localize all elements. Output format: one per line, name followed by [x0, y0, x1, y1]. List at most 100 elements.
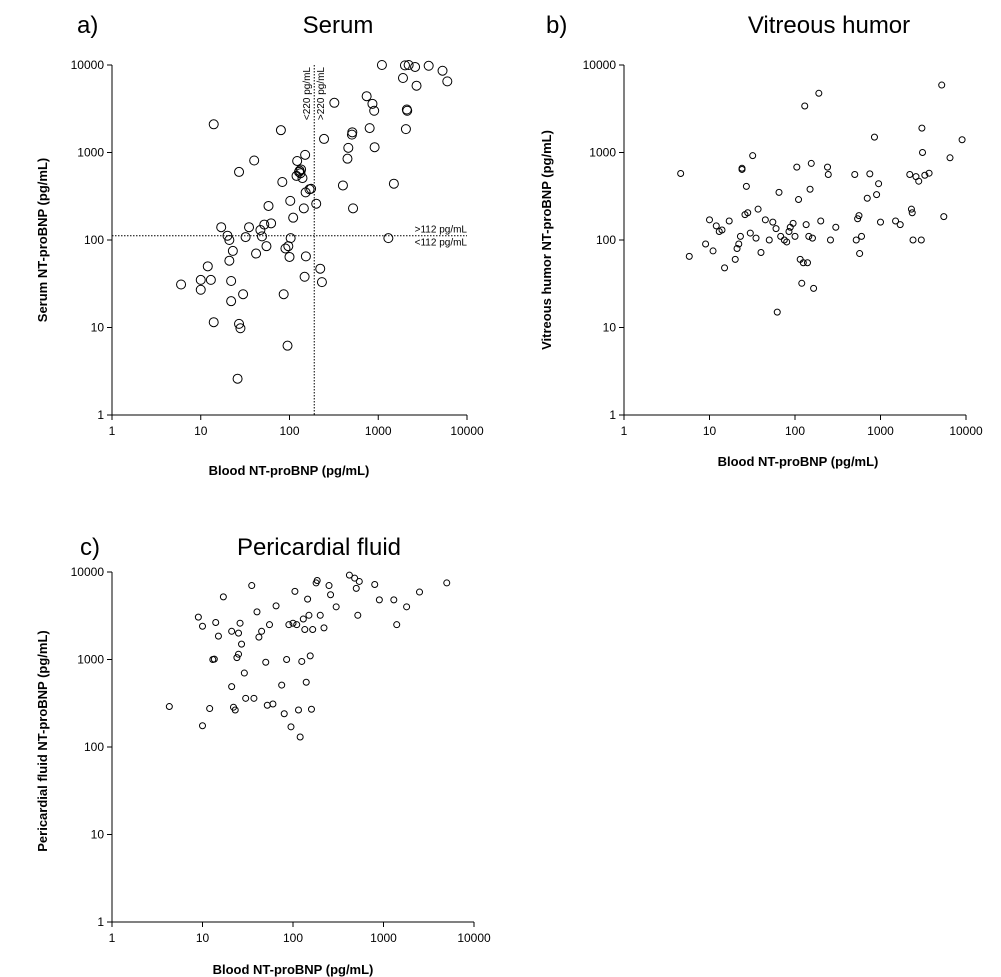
vitreous-data-point	[808, 234, 816, 242]
pericardial-data-point	[272, 602, 280, 610]
vitreous-data-point	[802, 221, 810, 229]
serum-x-axis-label: Blood NT-proBNP (pg/mL)	[209, 463, 370, 478]
pericardial-data-point	[298, 657, 306, 665]
serum-x-tick-label: 10	[194, 424, 208, 438]
vitreous-data-point	[702, 240, 710, 248]
pericardial-data-point	[371, 580, 379, 588]
pericardial-data-point	[212, 618, 220, 626]
pericardial-data-point	[263, 701, 271, 709]
serum-data-point	[369, 105, 380, 116]
serum-data-point	[288, 212, 299, 223]
serum-data-point	[278, 289, 289, 300]
vitreous-data-point	[785, 228, 793, 236]
pericardial-data-point	[199, 622, 206, 630]
vitreous-data-point	[777, 232, 785, 240]
vitreous-data-point	[783, 238, 791, 246]
pericardial-data-point	[351, 574, 359, 582]
serum-data-point	[208, 317, 219, 328]
vitreous-data-point	[731, 255, 739, 263]
pericardial-data-point	[242, 694, 250, 702]
pericardial-data-point	[262, 658, 270, 666]
vitreous-data-point	[789, 219, 797, 227]
pericardial-data-point	[354, 611, 362, 619]
pericardial-data-point	[250, 694, 258, 702]
serum-data-point	[234, 166, 245, 177]
vitreous-data-point	[795, 196, 803, 204]
vitreous-data-point	[744, 209, 752, 217]
vitreous-data-point	[826, 236, 834, 244]
pericardial-y-tick-label: 10000	[71, 565, 105, 579]
pericardial-data-point	[443, 579, 451, 587]
vitreous-data-point	[798, 279, 806, 287]
serum-y-tick-label: 100	[84, 233, 104, 247]
pericardial-data-point	[233, 654, 241, 662]
pericardial-data-point	[240, 669, 248, 677]
serum-data-point	[319, 133, 330, 144]
pericardial-data-point	[214, 632, 222, 640]
pericardial-y-tick-label: 10	[91, 828, 105, 842]
pericardial-data-point	[289, 619, 297, 627]
vitreous-data-point	[875, 180, 883, 188]
vitreous-data-point	[824, 163, 832, 171]
vitreous-data-point	[873, 191, 881, 199]
pericardial-data-point	[307, 705, 315, 713]
serum-data-point	[227, 245, 238, 256]
serum-data-point	[244, 222, 255, 233]
pericardial-y-axis-label: Pericardial fluid NT-proBNP (pg/mL)	[35, 630, 50, 852]
pericardial-data-point	[236, 619, 244, 627]
pericardial-data-point	[403, 603, 411, 611]
pericardial-points	[165, 571, 451, 741]
serum-data-point	[277, 177, 288, 188]
pericardial-data-point	[258, 627, 266, 635]
pericardial-data-point	[194, 613, 202, 621]
serum-chart-title: Serum	[303, 12, 374, 39]
serum-data-point	[298, 203, 309, 214]
pericardial-data-point	[280, 710, 288, 718]
pericardial-panel: c) Pericardial fluid Blood NT-proBNP (pg…	[35, 534, 491, 977]
pericardial-data-point	[228, 627, 236, 635]
vitreous-data-point	[709, 247, 717, 255]
serum-data-point	[316, 277, 327, 288]
serum-x-tick-label: 100	[279, 424, 299, 438]
vitreous-data-point	[915, 177, 923, 185]
pericardial-data-point	[416, 588, 424, 596]
serum-data-point	[234, 318, 245, 329]
vitreous-data-point	[958, 136, 966, 144]
pericardial-data-point	[299, 615, 307, 623]
pericardial-data-point	[269, 700, 277, 708]
pericardial-y-tick-label: 100	[84, 740, 104, 754]
serum-blood-cutoff-label-high: >220 pg/mL	[316, 67, 327, 121]
vitreous-data-point	[921, 171, 929, 179]
serum-data-point	[423, 60, 434, 71]
pericardial-x-axis-label: Blood NT-proBNP (pg/mL)	[213, 962, 374, 977]
pericardial-data-point	[293, 621, 301, 629]
pericardial-x-tick-label: 100	[283, 931, 303, 945]
serum-data-point	[337, 180, 348, 191]
serum-data-point	[249, 155, 260, 166]
vitreous-data-point	[738, 165, 746, 173]
vitreous-data-point	[746, 229, 754, 237]
serum-data-point	[224, 255, 235, 266]
vitreous-data-point	[877, 218, 884, 226]
serum-data-point	[411, 80, 422, 91]
pericardial-data-point	[313, 576, 321, 584]
vitreous-data-point	[854, 215, 862, 223]
serum-data-point	[208, 119, 219, 130]
pericardial-data-point	[248, 582, 256, 590]
pericardial-data-point	[325, 582, 333, 590]
vitreous-data-point	[769, 218, 777, 226]
serum-data-point	[297, 173, 308, 184]
vitreous-y-tick-label: 10	[603, 321, 617, 335]
serum-data-point	[282, 340, 293, 351]
pericardial-data-point	[296, 733, 304, 741]
pericardial-x-tick-label: 10	[196, 931, 210, 945]
vitreous-data-point	[863, 194, 871, 202]
serum-data-point	[263, 200, 274, 211]
pericardial-data-point	[306, 652, 314, 660]
pericardial-data-point	[309, 626, 317, 634]
vitreous-data-point	[855, 212, 863, 220]
serum-data-point	[437, 65, 448, 76]
serum-data-point	[347, 127, 358, 138]
pericardial-data-point	[235, 629, 243, 637]
